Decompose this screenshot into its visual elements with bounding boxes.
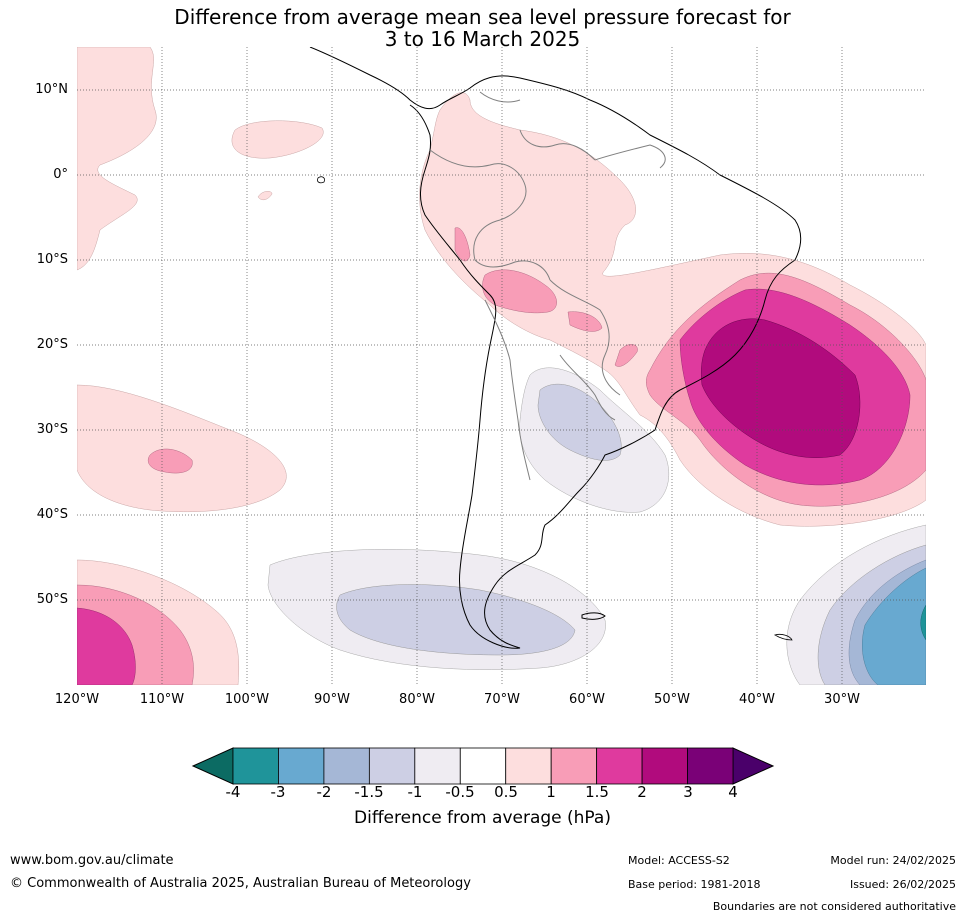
anomaly-region-paraguay-1-5 (567, 311, 603, 332)
lon-label: 90°W (314, 692, 350, 707)
anomaly-region-se-atlantic-neg-3 (920, 604, 926, 641)
anomaly-region-far-south-2 (77, 607, 136, 685)
footer-model: Model: ACCESS-S2 (628, 854, 730, 867)
colorbar-tick: 3 (683, 783, 693, 801)
footer-url: www.bom.gov.au/climate (10, 853, 174, 868)
lon-label: 70°W (484, 692, 520, 707)
lat-label: 30°S (36, 422, 68, 437)
colorbar-swatch (368, 747, 416, 785)
colorbar-tick: -3 (270, 783, 286, 801)
footer-base-period: Base period: 1981-2018 (628, 878, 761, 891)
anomaly-region-nw-pink (77, 47, 157, 271)
lat-label: 10°N (35, 82, 68, 97)
colorbar (191, 747, 775, 785)
colorbar-swatch (278, 747, 325, 785)
lon-label: 120°W (54, 692, 100, 707)
colorbar-extend-high (732, 747, 775, 785)
footer-issued: Issued: 26/02/2025 (849, 878, 956, 891)
map-title-line-1: Difference from average mean sea level p… (174, 5, 791, 29)
south-america-coastline (309, 47, 802, 649)
colorbar-swatch (596, 747, 643, 785)
colorbar-title: Difference from average (hPa) (354, 808, 611, 828)
anomaly-region-parana-1-5 (614, 344, 638, 367)
footer-copyright: © Commonwealth of Australia 2025, Austra… (10, 876, 471, 891)
colorbar-extend-low (191, 747, 234, 785)
colorbar-tick: 1.5 (585, 783, 609, 801)
colorbar-swatch (550, 747, 598, 785)
lon-label: 60°W (569, 692, 605, 707)
colorbar-swatch (641, 747, 688, 785)
anomaly-region-pacific-small (257, 191, 273, 201)
lon-label: 40°W (739, 692, 775, 707)
colorbar-tick: 0.5 (494, 783, 518, 801)
anomaly-region-peru-1-5 (454, 227, 471, 262)
anomaly-region-pacific-blob (231, 120, 324, 159)
anomaly-region-patagonia-neg-1 (336, 584, 576, 656)
colorbar-swatch (232, 747, 279, 785)
anomaly-region-southeast-3 (700, 318, 861, 458)
footer-model-run: Model run: 24/02/2025 (830, 854, 956, 867)
colorbar-tick: -1.5 (354, 783, 384, 801)
colorbar-swatch (459, 747, 507, 785)
colorbar-swatch (687, 747, 734, 785)
colorbar-tick: -1 (407, 783, 423, 801)
galapagos-islands (317, 176, 325, 184)
lon-label: 30°W (824, 692, 860, 707)
colorbar-tick: -0.5 (445, 783, 475, 801)
colorbar-swatch (505, 747, 552, 785)
colorbar-swatch (323, 747, 370, 785)
lat-label: 0° (53, 167, 68, 182)
anomaly-region-bolivia-1-5 (482, 269, 557, 314)
lon-label: 50°W (654, 692, 690, 707)
colorbar-tick: -4 (225, 783, 241, 801)
anomaly-region-sw-pacific-1-5 (147, 448, 193, 474)
lat-label: 10°S (36, 252, 68, 267)
colorbar-swatch (414, 747, 461, 785)
footer-boundaries-note: Boundaries are not considered authoritat… (712, 900, 956, 913)
country-borders (429, 91, 666, 481)
colorbar-tick: 1 (546, 783, 556, 801)
lat-label: 50°S (36, 592, 68, 607)
map-title-line-2: 3 to 16 March 2025 (384, 27, 581, 51)
lat-label: 40°S (36, 507, 68, 522)
colorbar-tick: 4 (728, 783, 738, 801)
anomaly-shading (77, 47, 926, 685)
south-georgia (774, 633, 793, 641)
graticule (77, 47, 926, 685)
lat-label: 20°S (36, 337, 68, 352)
colorbar-tick: 2 (637, 783, 647, 801)
anomaly-region-se-atlantic-neg-2 (862, 567, 926, 685)
falkland-islands (581, 612, 606, 620)
colorbar-tick: -2 (316, 783, 332, 801)
lon-label: 100°W (224, 692, 270, 707)
anomaly-region-sw-pacific-pink (77, 384, 287, 513)
lon-label: 80°W (399, 692, 435, 707)
anomaly-region-argentina-neg-1 (537, 383, 622, 461)
lon-label: 110°W (139, 692, 185, 707)
